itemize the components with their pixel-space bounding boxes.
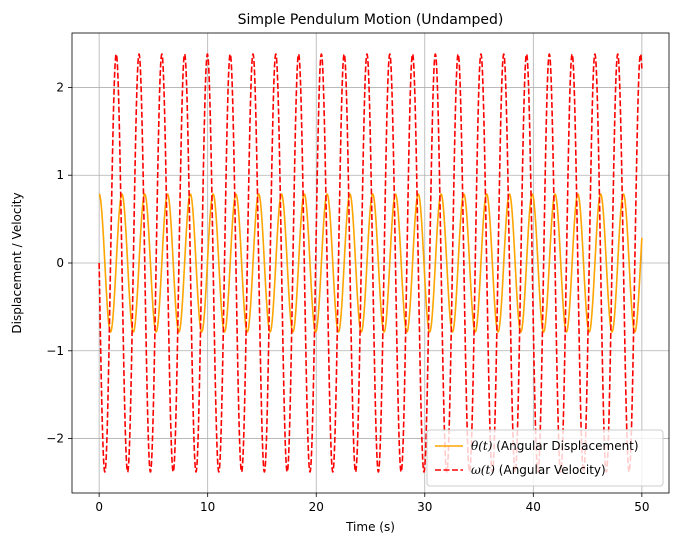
y-tick-label: −1 xyxy=(46,344,64,358)
legend-label-theta: θ(t) (Angular Displacement) xyxy=(471,439,639,453)
x-tick-label: 10 xyxy=(200,500,215,514)
legend-label-theta-math: θ(t) xyxy=(471,439,493,453)
chart-title: Simple Pendulum Motion (Undamped) xyxy=(238,12,504,28)
y-tick-label: −2 xyxy=(46,432,64,446)
omega-series-line xyxy=(98,53,643,473)
legend-box xyxy=(426,429,664,487)
x-tick-label: 50 xyxy=(634,500,649,514)
x-tick-label: 40 xyxy=(526,500,541,514)
y-tick-label: 1 xyxy=(56,168,64,182)
legend-label-omega-rest: (Angular Velocity) xyxy=(495,463,606,477)
x-tick-label: 20 xyxy=(309,500,324,514)
y-tick-label: 0 xyxy=(56,256,64,270)
x-tick-label: 30 xyxy=(417,500,432,514)
y-tick-label: 2 xyxy=(56,80,64,94)
x-axis-label: Time (s) xyxy=(345,520,395,534)
y-axis-label: Displacement / Velocity xyxy=(10,192,24,333)
legend-label-omega: ω(t) (Angular Velocity) xyxy=(471,463,606,477)
legend-label-omega-math: ω(t) xyxy=(471,463,495,477)
x-tick-label: 0 xyxy=(95,500,103,514)
series-layer xyxy=(98,53,643,473)
ticks: 0 10 20 30 40 50 −2 −1 0 1 2 xyxy=(46,80,649,514)
legend-label-theta-rest: (Angular Displacement) xyxy=(492,439,638,453)
legend: θ(t) (Angular Displacement) ω(t) (Angula… xyxy=(426,429,664,487)
